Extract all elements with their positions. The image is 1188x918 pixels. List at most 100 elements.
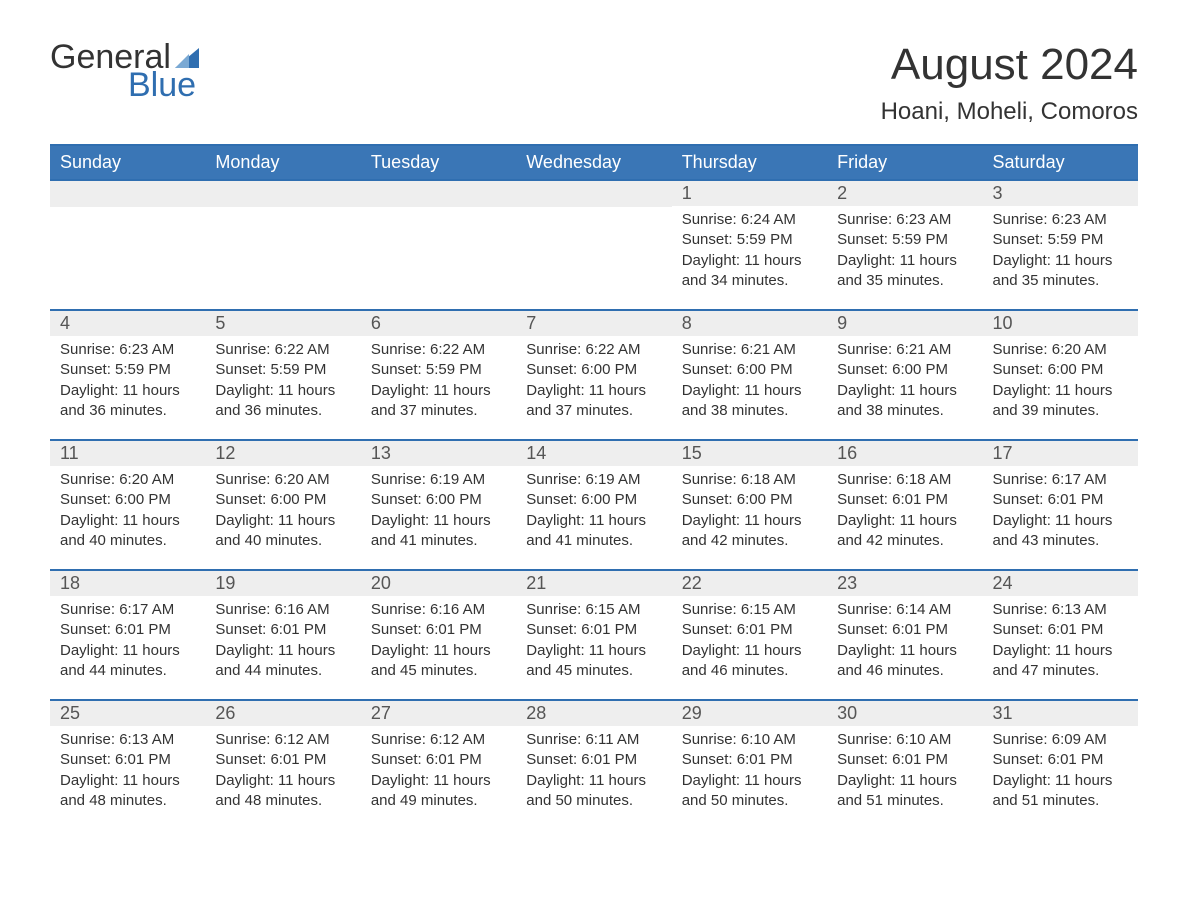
day-details: Sunrise: 6:09 AMSunset: 6:01 PMDaylight:…	[983, 726, 1138, 819]
day-details: Sunrise: 6:19 AMSunset: 6:00 PMDaylight:…	[361, 466, 516, 559]
day-number: 22	[672, 571, 827, 596]
day-number: 1	[672, 181, 827, 206]
calendar-day: 17Sunrise: 6:17 AMSunset: 6:01 PMDayligh…	[983, 441, 1138, 569]
calendar-day: 1Sunrise: 6:24 AMSunset: 5:59 PMDaylight…	[672, 181, 827, 309]
day-number: 23	[827, 571, 982, 596]
day-number: 10	[983, 311, 1138, 336]
day-details: Sunrise: 6:23 AMSunset: 5:59 PMDaylight:…	[50, 336, 205, 429]
sunrise-line: Sunrise: 6:23 AM	[837, 210, 972, 230]
day-number: 2	[827, 181, 982, 206]
sunrise-line: Sunrise: 6:23 AM	[993, 210, 1128, 230]
day-details: Sunrise: 6:22 AMSunset: 6:00 PMDaylight:…	[516, 336, 671, 429]
daylight-line: Daylight: 11 hours and 34 minutes.	[682, 251, 817, 292]
day-details: Sunrise: 6:10 AMSunset: 6:01 PMDaylight:…	[672, 726, 827, 819]
calendar-day: 12Sunrise: 6:20 AMSunset: 6:00 PMDayligh…	[205, 441, 360, 569]
calendar-day: 3Sunrise: 6:23 AMSunset: 5:59 PMDaylight…	[983, 181, 1138, 309]
calendar-day: 24Sunrise: 6:13 AMSunset: 6:01 PMDayligh…	[983, 571, 1138, 699]
day-details: Sunrise: 6:21 AMSunset: 6:00 PMDaylight:…	[827, 336, 982, 429]
sunset-line: Sunset: 6:01 PM	[526, 750, 661, 770]
sunrise-line: Sunrise: 6:11 AM	[526, 730, 661, 750]
calendar-header-cell: Thursday	[672, 146, 827, 179]
day-number: 18	[50, 571, 205, 596]
sunset-line: Sunset: 6:00 PM	[215, 490, 350, 510]
day-details: Sunrise: 6:12 AMSunset: 6:01 PMDaylight:…	[205, 726, 360, 819]
logo-text-bottom: Blue	[128, 68, 199, 102]
calendar-day: 20Sunrise: 6:16 AMSunset: 6:01 PMDayligh…	[361, 571, 516, 699]
daylight-line: Daylight: 11 hours and 35 minutes.	[837, 251, 972, 292]
calendar-week: 18Sunrise: 6:17 AMSunset: 6:01 PMDayligh…	[50, 569, 1138, 699]
sunrise-line: Sunrise: 6:10 AM	[837, 730, 972, 750]
daylight-line: Daylight: 11 hours and 44 minutes.	[215, 641, 350, 682]
daylight-line: Daylight: 11 hours and 51 minutes.	[837, 771, 972, 812]
sunset-line: Sunset: 6:00 PM	[682, 490, 817, 510]
sunrise-line: Sunrise: 6:20 AM	[215, 470, 350, 490]
sunset-line: Sunset: 6:01 PM	[993, 620, 1128, 640]
calendar-day: 27Sunrise: 6:12 AMSunset: 6:01 PMDayligh…	[361, 701, 516, 829]
sunset-line: Sunset: 6:00 PM	[682, 360, 817, 380]
day-number: 12	[205, 441, 360, 466]
day-number: 17	[983, 441, 1138, 466]
calendar-day: 13Sunrise: 6:19 AMSunset: 6:00 PMDayligh…	[361, 441, 516, 569]
sunset-line: Sunset: 5:59 PM	[60, 360, 195, 380]
calendar: SundayMondayTuesdayWednesdayThursdayFrid…	[50, 144, 1138, 829]
sunset-line: Sunset: 6:01 PM	[60, 750, 195, 770]
day-details: Sunrise: 6:10 AMSunset: 6:01 PMDaylight:…	[827, 726, 982, 819]
sunrise-line: Sunrise: 6:16 AM	[371, 600, 506, 620]
sunset-line: Sunset: 6:00 PM	[526, 490, 661, 510]
daylight-line: Daylight: 11 hours and 45 minutes.	[371, 641, 506, 682]
daylight-line: Daylight: 11 hours and 38 minutes.	[682, 381, 817, 422]
calendar-header-cell: Friday	[827, 146, 982, 179]
sunset-line: Sunset: 6:01 PM	[682, 750, 817, 770]
day-number	[205, 181, 360, 207]
calendar-day: 9Sunrise: 6:21 AMSunset: 6:00 PMDaylight…	[827, 311, 982, 439]
daylight-line: Daylight: 11 hours and 36 minutes.	[60, 381, 195, 422]
calendar-day: 15Sunrise: 6:18 AMSunset: 6:00 PMDayligh…	[672, 441, 827, 569]
day-details: Sunrise: 6:13 AMSunset: 6:01 PMDaylight:…	[983, 596, 1138, 689]
day-details: Sunrise: 6:21 AMSunset: 6:00 PMDaylight:…	[672, 336, 827, 429]
sunrise-line: Sunrise: 6:18 AM	[837, 470, 972, 490]
sunset-line: Sunset: 6:00 PM	[371, 490, 506, 510]
day-number: 4	[50, 311, 205, 336]
sunset-line: Sunset: 6:01 PM	[993, 750, 1128, 770]
sunrise-line: Sunrise: 6:12 AM	[215, 730, 350, 750]
calendar-day: 10Sunrise: 6:20 AMSunset: 6:00 PMDayligh…	[983, 311, 1138, 439]
month-title: August 2024	[881, 40, 1138, 90]
daylight-line: Daylight: 11 hours and 48 minutes.	[60, 771, 195, 812]
sunrise-line: Sunrise: 6:16 AM	[215, 600, 350, 620]
day-details: Sunrise: 6:22 AMSunset: 5:59 PMDaylight:…	[361, 336, 516, 429]
daylight-line: Daylight: 11 hours and 36 minutes.	[215, 381, 350, 422]
sunset-line: Sunset: 6:01 PM	[682, 620, 817, 640]
sunrise-line: Sunrise: 6:22 AM	[526, 340, 661, 360]
sunrise-line: Sunrise: 6:18 AM	[682, 470, 817, 490]
calendar-header-cell: Monday	[205, 146, 360, 179]
daylight-line: Daylight: 11 hours and 44 minutes.	[60, 641, 195, 682]
day-number: 13	[361, 441, 516, 466]
sunrise-line: Sunrise: 6:17 AM	[993, 470, 1128, 490]
calendar-day: 16Sunrise: 6:18 AMSunset: 6:01 PMDayligh…	[827, 441, 982, 569]
daylight-line: Daylight: 11 hours and 41 minutes.	[526, 511, 661, 552]
sunset-line: Sunset: 6:01 PM	[837, 490, 972, 510]
sunset-line: Sunset: 6:01 PM	[371, 620, 506, 640]
day-number: 14	[516, 441, 671, 466]
sunrise-line: Sunrise: 6:13 AM	[993, 600, 1128, 620]
sunrise-line: Sunrise: 6:21 AM	[837, 340, 972, 360]
sunrise-line: Sunrise: 6:19 AM	[371, 470, 506, 490]
calendar-day: 8Sunrise: 6:21 AMSunset: 6:00 PMDaylight…	[672, 311, 827, 439]
calendar-day: 7Sunrise: 6:22 AMSunset: 6:00 PMDaylight…	[516, 311, 671, 439]
day-details: Sunrise: 6:11 AMSunset: 6:01 PMDaylight:…	[516, 726, 671, 819]
daylight-line: Daylight: 11 hours and 42 minutes.	[682, 511, 817, 552]
calendar-day: 22Sunrise: 6:15 AMSunset: 6:01 PMDayligh…	[672, 571, 827, 699]
daylight-line: Daylight: 11 hours and 47 minutes.	[993, 641, 1128, 682]
day-number: 30	[827, 701, 982, 726]
sunrise-line: Sunrise: 6:10 AM	[682, 730, 817, 750]
sunset-line: Sunset: 6:00 PM	[837, 360, 972, 380]
day-number: 24	[983, 571, 1138, 596]
page-header: General Blue August 2024 Hoani, Moheli, …	[50, 40, 1138, 126]
day-details: Sunrise: 6:16 AMSunset: 6:01 PMDaylight:…	[361, 596, 516, 689]
day-number	[361, 181, 516, 207]
day-details: Sunrise: 6:14 AMSunset: 6:01 PMDaylight:…	[827, 596, 982, 689]
brand-logo: General Blue	[50, 40, 199, 102]
day-details: Sunrise: 6:17 AMSunset: 6:01 PMDaylight:…	[983, 466, 1138, 559]
day-details: Sunrise: 6:22 AMSunset: 5:59 PMDaylight:…	[205, 336, 360, 429]
day-details: Sunrise: 6:19 AMSunset: 6:00 PMDaylight:…	[516, 466, 671, 559]
